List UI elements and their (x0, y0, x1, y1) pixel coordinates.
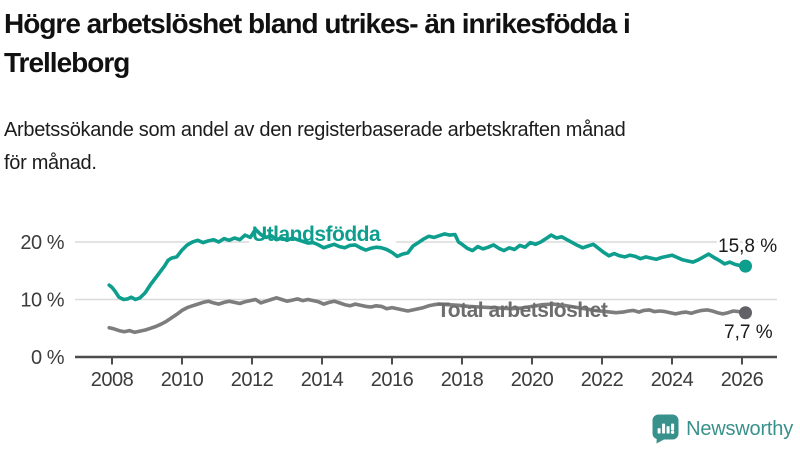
end-value-label-total: 7,7 % (724, 322, 773, 343)
y-tick-label-20: 20 % (20, 232, 64, 254)
series-label-utlandsfodda: Utlandsfödda (252, 223, 381, 246)
x-tick-label-2016: 2016 (371, 369, 414, 391)
newsworthy-logo-text: Newsworthy (686, 417, 793, 440)
newsworthy-speech-bubble-bar-chart-icon (652, 414, 679, 444)
chart-title-line-1: Högre arbetslöshet bland utrikes- än inr… (4, 8, 631, 39)
y-tick-label-10: 10 % (20, 290, 64, 312)
series-line-total (107, 295, 748, 335)
end-dot-utlandsfodda (739, 259, 752, 273)
x-tick-label-2012: 2012 (231, 369, 274, 391)
x-tick-label-2020: 2020 (511, 369, 554, 391)
y-tick-label-0: 0 % (31, 347, 65, 369)
chart-subtitle-line-1: Arbetssökande som andel av den registerb… (4, 119, 626, 141)
end-value-label-utlandsfodda: 15,8 % (718, 236, 777, 257)
x-tick-label-2014: 2014 (301, 369, 344, 391)
x-tick-label-2018: 2018 (441, 369, 484, 391)
chart-title-line-2: Trelleborg (4, 47, 130, 78)
newsworthy-logo: Newsworthy (652, 414, 793, 444)
x-tick-label-2010: 2010 (161, 369, 204, 391)
series-label-total: Total arbetslöshet (437, 299, 608, 322)
x-tick-label-2008: 2008 (91, 369, 134, 391)
x-tick-label-2022: 2022 (581, 369, 624, 391)
series-line-utlandsfodda (107, 227, 748, 302)
chart-subtitle-line-2: för månad. (4, 152, 97, 174)
end-dot-total (739, 306, 752, 320)
x-tick-label-2024: 2024 (651, 369, 694, 391)
x-tick-label-2026: 2026 (721, 369, 764, 391)
chart-subtitle: Arbetssökande som andel av den registerb… (4, 114, 800, 180)
chart-title: Högre arbetslöshet bland utrikes- än inr… (4, 4, 800, 82)
